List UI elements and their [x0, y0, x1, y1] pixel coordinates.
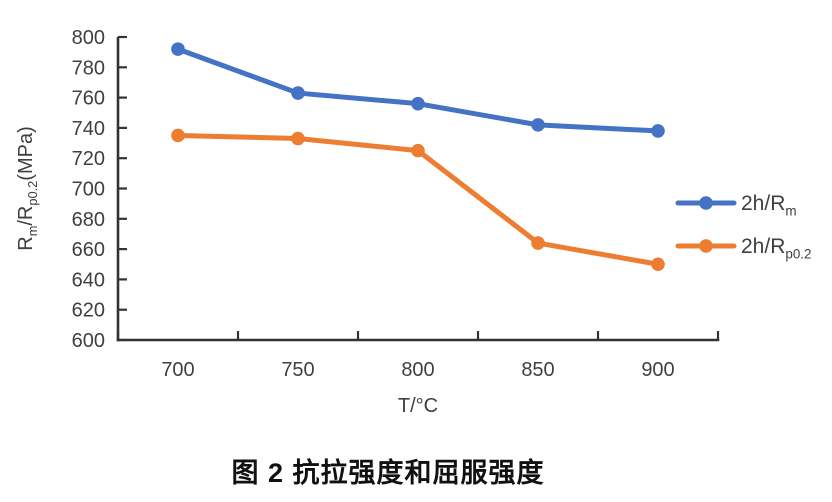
- y-axis-tick-label: 760: [72, 88, 105, 110]
- data-point-2h/Rp0.2-850: [531, 236, 545, 250]
- y-axis-tick-label: 740: [72, 118, 105, 140]
- y-axis-tick-label: 780: [72, 57, 105, 79]
- data-point-2h/Rm-700: [171, 42, 185, 56]
- legend-marker-2h/Rp0.2: [699, 239, 713, 253]
- y-axis-tick-label: 680: [72, 209, 105, 231]
- x-axis-tick-label: 750: [281, 359, 314, 381]
- data-point-2h/Rp0.2-700: [171, 128, 185, 143]
- series-line-2h/Rm: [175, 46, 661, 134]
- data-point-2h/Rp0.2-750: [291, 131, 305, 146]
- y-axis-tick-label: 600: [72, 330, 105, 352]
- y-axis-tick-label: 720: [72, 148, 105, 170]
- data-point-2h/Rm-750: [291, 86, 305, 100]
- data-point-2h/Rm-800: [411, 96, 425, 111]
- figure-caption: 图 2 抗拉强度和屈服强度: [231, 458, 545, 488]
- y-axis-tick-label: 800: [72, 27, 105, 49]
- y-axis-title: Rm/Rp0.2(MPa): [15, 126, 40, 251]
- data-point-2h/Rp0.2-900: [651, 257, 665, 272]
- data-point-2h/Rp0.2-800: [411, 143, 425, 158]
- y-axis-tick-label: 620: [72, 300, 105, 322]
- x-axis-tick-label: 800: [401, 359, 434, 381]
- legend-marker-2h/Rm: [699, 196, 713, 210]
- x-axis-title: T/°C: [398, 395, 438, 417]
- x-axis-tick-label: 700: [161, 359, 194, 381]
- line-chart: 600 620 640 660 680 700 720 740 760 780 800 700 750 8…: [15, 27, 812, 417]
- data-point-2h/Rm-850: [531, 118, 545, 132]
- y-axis-tick-label: 660: [72, 239, 105, 261]
- legend-label-2h/Rp0.2: 2h/Rp0.2: [741, 235, 812, 261]
- x-axis-tick-label: 850: [521, 359, 554, 381]
- legend-label-2h/Rm: 2h/Rm: [741, 192, 797, 218]
- data-point-2h/Rm-900: [651, 124, 665, 138]
- x-axis-tick-label: 900: [641, 359, 674, 381]
- y-axis-tick-label: 640: [72, 269, 105, 291]
- y-axis-tick-label: 700: [72, 179, 105, 201]
